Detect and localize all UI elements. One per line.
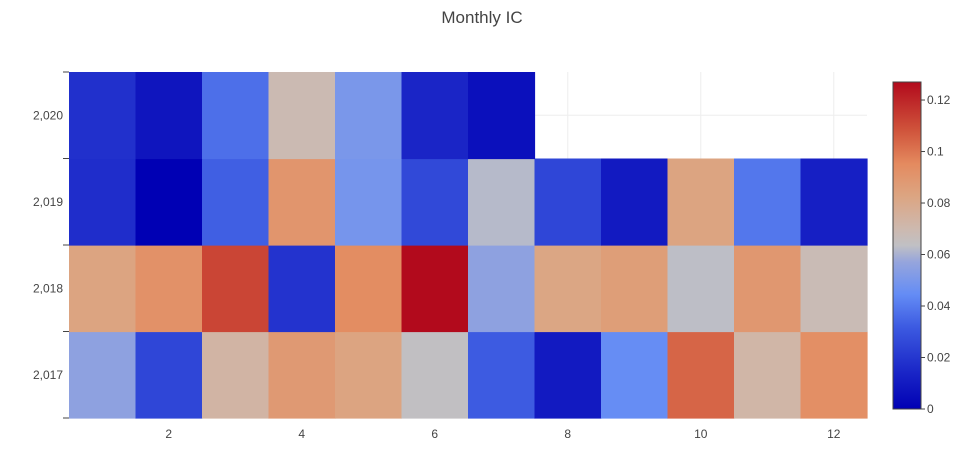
heatmap-cell[interactable] <box>69 331 137 419</box>
x-tick-label: 4 <box>298 427 305 441</box>
heatmap-cell[interactable] <box>135 158 203 246</box>
colorbar-tick-label: 0.08 <box>927 196 951 210</box>
y-tick-label: 2,019 <box>33 195 63 209</box>
heatmap-cell[interactable] <box>268 72 336 160</box>
heatmap-cell[interactable] <box>268 331 336 419</box>
heatmap-cell[interactable] <box>202 331 270 419</box>
heatmap-cell[interactable] <box>202 158 270 246</box>
heatmap-cell[interactable] <box>401 158 469 246</box>
heatmap-cell[interactable] <box>667 331 735 419</box>
x-tick-label: 12 <box>827 427 841 441</box>
heatmap-cell[interactable] <box>135 245 203 333</box>
heatmap-cell[interactable] <box>335 245 403 333</box>
heatmap-cell[interactable] <box>800 331 868 419</box>
heatmap-cell[interactable] <box>202 245 270 333</box>
heatmap-cell[interactable] <box>468 331 536 419</box>
x-tick-label: 10 <box>694 427 708 441</box>
heatmap-cell[interactable] <box>69 72 137 160</box>
heatmap-cell[interactable] <box>69 158 137 246</box>
heatmap-cell[interactable] <box>601 158 669 246</box>
heatmap-cell[interactable] <box>734 331 802 419</box>
heatmap-cell[interactable] <box>135 72 203 160</box>
y-axis: 2,017 2,018 2,019 2,020 <box>33 71 69 419</box>
y-tick-label: 2,018 <box>33 281 63 295</box>
colorbar-tick-label: 0.12 <box>927 93 951 107</box>
chart-title: Monthly IC <box>441 8 522 27</box>
heatmap-cell[interactable] <box>202 72 270 160</box>
colorbar-tick-label: 0 <box>927 402 934 416</box>
x-tick-label: 2 <box>165 427 172 441</box>
heatmap-cell[interactable] <box>667 245 735 333</box>
heatmap-cell[interactable] <box>335 72 403 160</box>
heatmap-cell[interactable] <box>268 158 336 246</box>
heatmap-cell[interactable] <box>268 245 336 333</box>
x-tick-label: 8 <box>564 427 571 441</box>
heatmap-cell[interactable] <box>401 331 469 419</box>
heatmap-cell[interactable] <box>601 331 669 419</box>
heatmap-cell[interactable] <box>468 245 536 333</box>
heatmap-cell[interactable] <box>667 158 735 246</box>
heatmap-cell[interactable] <box>401 72 469 160</box>
heatmap-cell[interactable] <box>800 245 868 333</box>
colorbar: 0 0.02 0.04 0.06 0.08 0.1 0.12 <box>892 81 951 416</box>
heatmap-cell[interactable] <box>401 245 469 333</box>
heatmap-cell[interactable] <box>335 158 403 246</box>
heatmap-cell[interactable] <box>534 331 602 419</box>
heatmap-cell[interactable] <box>468 72 536 160</box>
heatmap-cell[interactable] <box>601 245 669 333</box>
colorbar-tick-label: 0.1 <box>927 145 944 159</box>
colorbar-tick-label: 0.02 <box>927 351 951 365</box>
heatmap-cell[interactable] <box>534 245 602 333</box>
x-tick-label: 6 <box>431 427 438 441</box>
colorbar-tick-label: 0.06 <box>927 248 951 262</box>
colorbar-tick-label: 0.04 <box>927 299 951 313</box>
y-tick-label: 2,017 <box>33 368 63 382</box>
heatmap-cell[interactable] <box>468 158 536 246</box>
heatmap-cell[interactable] <box>734 158 802 246</box>
heatmap-cell[interactable] <box>135 331 203 419</box>
heatmap-cell[interactable] <box>69 245 137 333</box>
x-axis: 2 4 6 8 10 12 <box>165 427 840 441</box>
heatmap-cell[interactable] <box>335 331 403 419</box>
heatmap-cells <box>69 72 868 419</box>
y-tick-label: 2,020 <box>33 108 63 122</box>
heatmap-cell[interactable] <box>800 158 868 246</box>
heatmap-cell[interactable] <box>734 245 802 333</box>
colorbar-gradient <box>892 81 922 410</box>
heatmap-cell[interactable] <box>534 158 602 246</box>
